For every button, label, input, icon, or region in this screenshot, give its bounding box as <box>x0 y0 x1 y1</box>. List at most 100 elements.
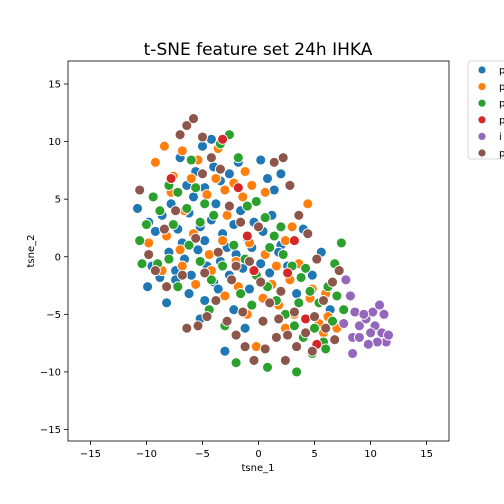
data-point <box>245 256 255 266</box>
data-point <box>269 231 279 241</box>
data-point <box>280 355 290 365</box>
data-point <box>366 328 376 338</box>
data-point <box>191 183 201 193</box>
x-tick-label: −10 <box>136 449 157 460</box>
data-point <box>263 174 273 184</box>
data-point <box>328 277 338 287</box>
data-point <box>195 217 205 227</box>
y-axis-ticks: −15 −10 −5 0 5 10 15 <box>40 80 68 436</box>
data-point <box>240 323 250 333</box>
data-point <box>296 273 306 283</box>
data-point <box>200 296 210 306</box>
data-point <box>330 335 340 345</box>
data-point <box>231 330 241 340</box>
data-point <box>240 342 250 352</box>
data-point <box>339 319 349 329</box>
data-point <box>265 298 275 308</box>
data-point <box>224 201 234 211</box>
data-point <box>319 296 329 306</box>
data-point <box>256 277 266 287</box>
data-point <box>372 337 382 347</box>
data-point <box>173 282 183 292</box>
data-point <box>242 231 252 241</box>
legend-label: p <box>499 115 504 126</box>
data-point <box>292 367 302 377</box>
data-point <box>310 312 320 322</box>
data-point <box>292 342 302 352</box>
chart-title: t-SNE feature set 24h IHKA <box>144 40 373 60</box>
y-tick-label: −10 <box>40 367 61 378</box>
data-point <box>143 282 153 292</box>
data-point <box>251 197 261 207</box>
data-point <box>384 330 394 340</box>
data-point <box>148 192 158 202</box>
data-point <box>135 185 145 195</box>
data-point <box>215 164 225 174</box>
y-tick-label: 10 <box>48 137 61 148</box>
legend-marker <box>478 83 486 91</box>
data-point <box>195 256 205 266</box>
data-point <box>303 229 313 239</box>
data-point <box>213 247 223 257</box>
data-point <box>177 146 187 156</box>
x-tick-label: 15 <box>420 449 433 460</box>
data-point <box>202 312 212 322</box>
data-point <box>211 199 221 209</box>
data-point <box>233 153 243 163</box>
data-point <box>164 254 174 264</box>
data-point <box>236 217 246 227</box>
data-point <box>204 250 214 260</box>
data-point <box>224 169 234 179</box>
data-point <box>200 268 210 278</box>
x-tick-label: 10 <box>364 449 377 460</box>
data-point <box>285 180 295 190</box>
data-point <box>198 132 208 142</box>
x-axis-ticks: −15 −10 −5 0 5 10 15 <box>80 441 433 460</box>
data-point <box>260 344 270 354</box>
x-tick-label: −15 <box>80 449 101 460</box>
legend-marker <box>478 132 486 140</box>
data-point <box>240 167 250 177</box>
data-point <box>321 323 331 333</box>
data-point <box>265 243 275 253</box>
data-point <box>200 236 210 246</box>
legend: ppppip <box>468 61 504 160</box>
data-point <box>260 213 270 223</box>
data-point <box>191 279 201 289</box>
data-point <box>218 134 228 144</box>
data-point <box>229 240 239 250</box>
data-point <box>274 314 284 324</box>
data-point <box>280 236 290 246</box>
data-point <box>350 307 360 317</box>
data-point <box>168 220 178 230</box>
data-point <box>162 282 172 292</box>
data-point <box>345 291 355 301</box>
data-point <box>227 275 237 285</box>
data-point <box>301 263 311 273</box>
y-tick-label: −5 <box>46 310 61 321</box>
data-point <box>171 206 181 216</box>
data-point <box>254 222 264 232</box>
data-point <box>137 259 147 269</box>
data-point <box>191 233 201 243</box>
data-point <box>289 236 299 246</box>
data-point <box>173 187 183 197</box>
data-point <box>222 210 232 220</box>
data-point <box>307 346 317 356</box>
data-point <box>258 316 268 326</box>
data-point <box>182 323 192 333</box>
data-point <box>220 291 230 301</box>
data-point <box>375 300 385 310</box>
data-point <box>301 328 311 338</box>
data-point <box>186 270 196 280</box>
data-point <box>245 284 255 294</box>
data-point <box>220 185 230 195</box>
data-point <box>198 141 208 151</box>
data-point <box>283 330 293 340</box>
data-point <box>301 314 311 324</box>
data-point <box>263 362 273 372</box>
data-point <box>198 169 208 179</box>
y-tick-label: −15 <box>40 425 61 436</box>
data-point <box>289 307 299 317</box>
